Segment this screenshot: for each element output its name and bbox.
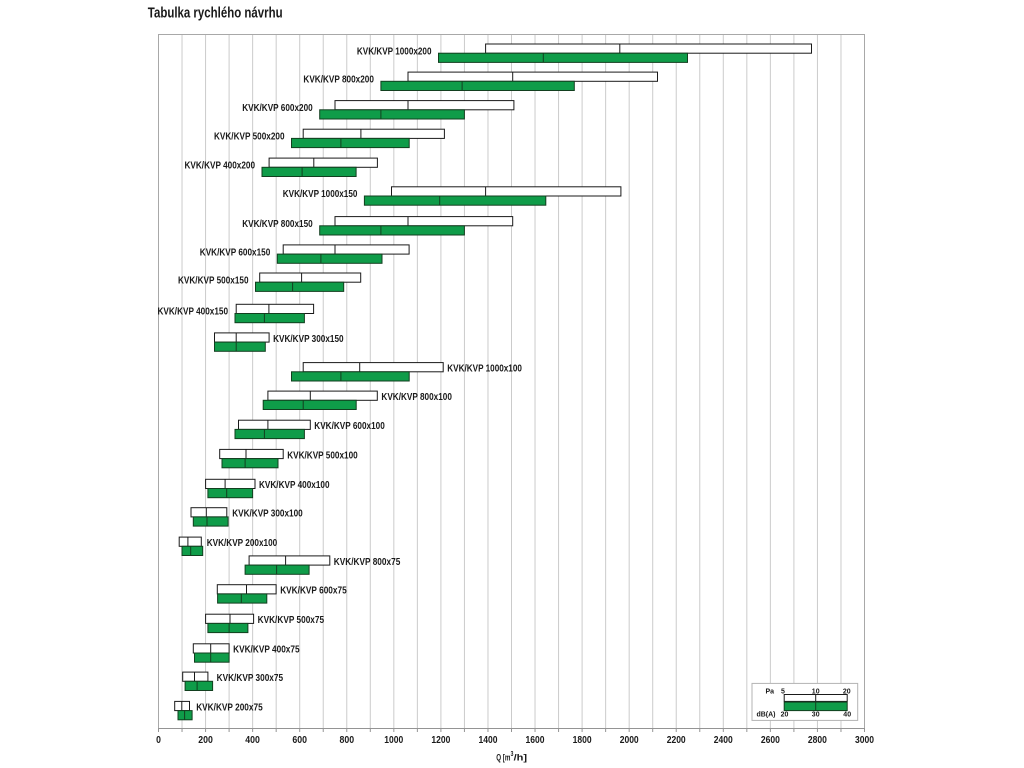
svg-text:1600: 1600 (526, 735, 545, 746)
svg-text:KVK/KVP 800x200: KVK/KVP 800x200 (303, 75, 374, 86)
svg-text:KVK/KVP 800x75: KVK/KVP 800x75 (334, 557, 401, 568)
svg-text:KVK/KVP 1000x200: KVK/KVP 1000x200 (357, 46, 432, 57)
svg-text:KVK/KVP 400x200: KVK/KVP 400x200 (185, 161, 256, 172)
svg-text:KVK/KVP 600x150: KVK/KVP 600x150 (200, 247, 271, 258)
svg-text:KVK/KVP 500x100: KVK/KVP 500x100 (287, 450, 358, 461)
svg-text:3: 3 (511, 751, 514, 758)
svg-text:1200: 1200 (431, 735, 450, 746)
svg-text:Tabulka rychlého návrhu: Tabulka rychlého návrhu (148, 4, 283, 21)
svg-text:KVK/KVP 400x150: KVK/KVP 400x150 (158, 307, 229, 318)
svg-text:KVK/KVP 300x75: KVK/KVP 300x75 (217, 673, 284, 684)
svg-text:KVK/KVP 1000x150: KVK/KVP 1000x150 (283, 189, 358, 200)
svg-text:dB(A): dB(A) (756, 712, 775, 719)
svg-text:/h]: /h] (514, 753, 528, 764)
svg-text:KVK/KVP 600x100: KVK/KVP 600x100 (314, 421, 385, 432)
svg-text:30: 30 (812, 712, 820, 719)
svg-text:20: 20 (781, 712, 789, 719)
svg-text:KVK/KVP 200x100: KVK/KVP 200x100 (207, 538, 278, 549)
svg-text:1400: 1400 (479, 735, 498, 746)
svg-text:KVK/KVP 1000x100: KVK/KVP 1000x100 (447, 364, 522, 375)
svg-text:2600: 2600 (761, 735, 780, 746)
svg-text:1800: 1800 (573, 735, 592, 746)
svg-text:KVK/KVP 400x75: KVK/KVP 400x75 (233, 645, 300, 656)
svg-text:600: 600 (292, 735, 307, 746)
svg-text:5: 5 (781, 688, 785, 695)
svg-text:KVK/KVP 500x75: KVK/KVP 500x75 (258, 615, 325, 626)
svg-text:2400: 2400 (714, 735, 733, 746)
svg-text:20: 20 (843, 688, 851, 695)
svg-text:KVK/KVP 300x100: KVK/KVP 300x100 (232, 509, 303, 520)
svg-text:Q [m: Q [m (496, 753, 510, 764)
svg-text:KVK/KVP 500x200: KVK/KVP 500x200 (214, 132, 285, 143)
svg-text:KVK/KVP 300x150: KVK/KVP 300x150 (273, 334, 344, 345)
svg-text:1000: 1000 (384, 735, 403, 746)
svg-text:2800: 2800 (808, 735, 827, 746)
svg-text:40: 40 (843, 712, 851, 719)
svg-text:KVK/KVP 400x100: KVK/KVP 400x100 (259, 480, 330, 491)
svg-text:KVK/KVP 800x100: KVK/KVP 800x100 (381, 392, 452, 403)
svg-text:10: 10 (812, 688, 820, 695)
svg-text:2200: 2200 (667, 735, 686, 746)
svg-text:400: 400 (245, 735, 260, 746)
svg-text:KVK/KVP 600x75: KVK/KVP 600x75 (280, 586, 347, 597)
svg-text:KVK/KVP 800x150: KVK/KVP 800x150 (242, 219, 313, 230)
svg-text:2000: 2000 (620, 735, 639, 746)
svg-text:KVK/KVP 200x75: KVK/KVP 200x75 (196, 702, 263, 713)
svg-text:200: 200 (198, 735, 213, 746)
svg-text:KVK/KVP 600x200: KVK/KVP 600x200 (242, 103, 313, 114)
svg-text:KVK/KVP 500x150: KVK/KVP 500x150 (178, 275, 249, 286)
svg-text:3000: 3000 (855, 735, 874, 746)
svg-text:0: 0 (156, 735, 161, 746)
svg-text:Pa: Pa (765, 688, 774, 695)
svg-text:800: 800 (340, 735, 355, 746)
